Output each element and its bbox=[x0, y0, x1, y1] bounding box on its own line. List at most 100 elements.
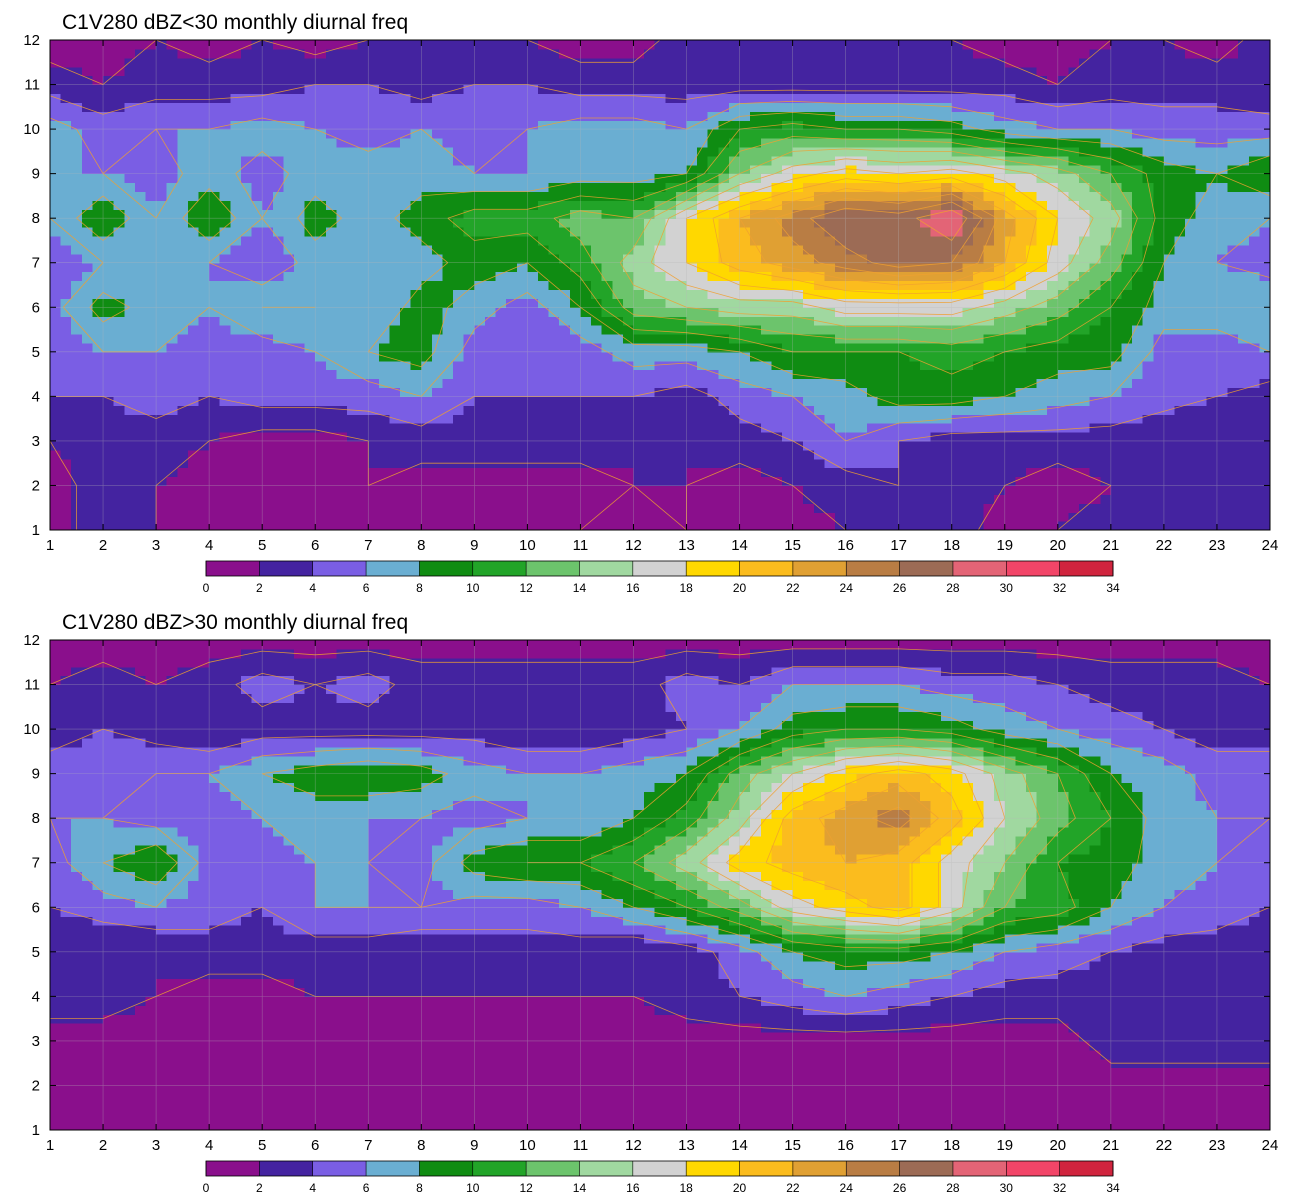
contour-line-24 bbox=[774, 193, 998, 277]
colorbar-tick-label: 34 bbox=[1106, 1181, 1120, 1195]
contour-line-8 bbox=[102, 706, 1147, 968]
colorbar-tick-label: 24 bbox=[840, 1181, 854, 1195]
colorbar-swatch bbox=[206, 1161, 260, 1176]
y-tick-label: 12 bbox=[23, 32, 40, 49]
colorbar-swatch bbox=[419, 561, 474, 576]
contour-line-18 bbox=[686, 168, 1059, 304]
y-tick-label: 5 bbox=[32, 944, 40, 961]
x-tick-label: 23 bbox=[1209, 537, 1226, 554]
colorbar-tick-label: 6 bbox=[363, 581, 370, 595]
y-tick-label: 9 bbox=[32, 166, 40, 183]
contour-line-16 bbox=[650, 158, 1094, 316]
contour-line-10 bbox=[447, 123, 1156, 375]
contour-line-22 bbox=[818, 784, 939, 864]
colorbar-tick-label: 14 bbox=[573, 1181, 587, 1195]
y-tick-label: 10 bbox=[23, 721, 40, 738]
x-tick-label: 10 bbox=[519, 537, 536, 554]
y-tick-label: 5 bbox=[32, 344, 40, 361]
colorbar-tick-label: 8 bbox=[416, 581, 423, 595]
y-tick-label: 11 bbox=[24, 77, 40, 94]
x-tick-label: 15 bbox=[784, 537, 801, 554]
chart-title: C1V280 dBZ>30 monthly diurnal freq bbox=[62, 611, 409, 634]
colorbar-tick-label: 12 bbox=[519, 581, 533, 595]
x-tick-label: 17 bbox=[890, 537, 907, 554]
y-tick-label: 3 bbox=[32, 1033, 40, 1050]
contour-line-18 bbox=[726, 761, 984, 919]
colorbar-tick-label: 22 bbox=[786, 1181, 800, 1195]
colorbar-swatch bbox=[259, 561, 314, 576]
colorbar-tick-label: 32 bbox=[1053, 1181, 1067, 1195]
y-tick-label: 3 bbox=[32, 433, 40, 450]
contour-fill bbox=[50, 40, 1271, 531]
grid-lines bbox=[50, 40, 1270, 530]
colorbar-tick-label: 30 bbox=[1000, 1181, 1014, 1195]
y-tick-label: 4 bbox=[32, 388, 40, 405]
colorbar-tick-label: 8 bbox=[416, 1181, 423, 1195]
x-tick-label: 5 bbox=[258, 1137, 266, 1154]
colorbar-swatch bbox=[206, 561, 260, 576]
colorbar-swatch bbox=[632, 1161, 687, 1176]
contour-line-12 bbox=[633, 736, 1076, 942]
colorbar-swatch bbox=[952, 561, 1007, 576]
y-tick-label: 10 bbox=[23, 121, 40, 138]
x-tick-label: 11 bbox=[573, 1137, 589, 1154]
y-tick-label: 9 bbox=[32, 766, 40, 783]
x-tick-label: 9 bbox=[470, 1137, 478, 1154]
x-tick-label: 21 bbox=[1103, 1137, 1120, 1154]
x-tick-label: 20 bbox=[1049, 1137, 1066, 1154]
contour-chart-low-dbz: 1 2 3 4 5 6 7 8 9 10 11 12 13 14 15 16 17 18 19 20 21 22 23 241… bbox=[23, 32, 1279, 595]
x-tick-label: 24 bbox=[1262, 1137, 1279, 1154]
x-tick-label: 10 bbox=[519, 1137, 536, 1154]
x-tick-label: 1 bbox=[46, 537, 54, 554]
x-tick-label: 6 bbox=[311, 1137, 319, 1154]
contour-line-26 bbox=[810, 201, 983, 268]
contour-line-4 bbox=[49, 84, 1271, 486]
colorbar-swatch bbox=[1059, 561, 1114, 576]
contour-line-12 bbox=[553, 136, 1138, 345]
contour-line-20 bbox=[765, 769, 963, 912]
colorbar: 0 2 4 6 8 10 12 14 16 18 20 22 24 26 28 30 32 34 bbox=[203, 560, 1120, 595]
colorbar-swatch bbox=[846, 561, 900, 576]
y-tick-label: 2 bbox=[32, 1077, 40, 1094]
colorbar-tick-label: 28 bbox=[946, 1181, 960, 1195]
colorbar-swatch bbox=[899, 561, 954, 576]
colorbar: 0 2 4 6 8 10 12 14 16 18 20 22 24 26 28 30 32 34 bbox=[203, 1160, 1120, 1195]
colorbar-swatch bbox=[632, 561, 687, 576]
contour-line-2 bbox=[49, 648, 1271, 1064]
x-tick-label: 5 bbox=[258, 537, 266, 554]
colorbar-swatch bbox=[312, 561, 367, 576]
colorbar-tick-label: 34 bbox=[1106, 581, 1120, 595]
colorbar-tick-label: 16 bbox=[626, 581, 640, 595]
colorbar-swatch bbox=[952, 1161, 1007, 1176]
x-tick-label: 13 bbox=[678, 1137, 695, 1154]
colorbar-swatch bbox=[579, 1161, 634, 1176]
colorbar-tick-label: 26 bbox=[893, 1181, 907, 1195]
x-tick-label: 2 bbox=[99, 1137, 107, 1154]
contour-fill bbox=[50, 640, 1271, 1131]
colorbar-tick-label: 4 bbox=[309, 581, 316, 595]
x-axis: 1 2 3 4 5 6 7 8 9 10 11 12 13 14 15 16 17 18 19 20 21 22 23 24 bbox=[46, 40, 1279, 554]
x-tick-label: 24 bbox=[1262, 537, 1279, 554]
x-tick-label: 23 bbox=[1209, 1137, 1226, 1154]
colorbar-swatch bbox=[739, 1161, 794, 1176]
x-tick-label: 16 bbox=[837, 1137, 854, 1154]
colorbar-swatch bbox=[366, 561, 420, 576]
colorbar-swatch bbox=[366, 1161, 420, 1176]
colorbar-tick-label: 24 bbox=[840, 581, 854, 595]
y-tick-label: 4 bbox=[32, 988, 40, 1005]
x-tick-label: 16 bbox=[837, 537, 854, 554]
x-tick-label: 3 bbox=[152, 537, 160, 554]
colorbar-swatch bbox=[419, 1161, 474, 1176]
contour-lines bbox=[49, 39, 1271, 531]
contour-lines bbox=[49, 648, 1271, 1064]
colorbar-tick-label: 4 bbox=[309, 1181, 316, 1195]
colorbar-tick-label: 26 bbox=[893, 581, 907, 595]
colorbar-tick-label: 2 bbox=[256, 1181, 263, 1195]
y-tick-label: 1 bbox=[32, 522, 40, 539]
colorbar-tick-label: 28 bbox=[946, 581, 960, 595]
y-tick-label: 7 bbox=[32, 855, 40, 872]
x-tick-label: 17 bbox=[890, 1137, 907, 1154]
plot-frame bbox=[49, 639, 1271, 1131]
y-tick-label: 7 bbox=[32, 255, 40, 272]
